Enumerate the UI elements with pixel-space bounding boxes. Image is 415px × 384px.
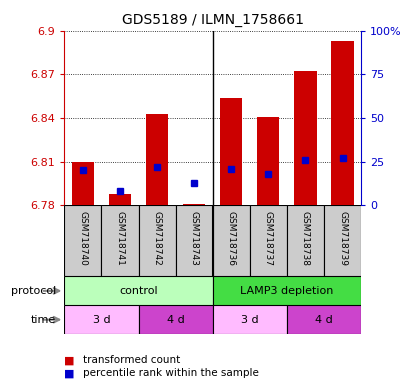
Bar [213,205,250,276]
Text: LAMP3 depletion: LAMP3 depletion [240,286,334,296]
Text: GSM718740: GSM718740 [78,211,88,266]
Text: time: time [31,314,56,325]
Bar [213,305,287,334]
Bar [109,194,131,205]
Text: control: control [119,286,158,296]
Text: 4 d: 4 d [315,314,333,325]
Text: 3 d: 3 d [93,314,110,325]
Bar [213,276,361,305]
Bar [72,162,94,205]
Bar [64,305,139,334]
Text: 3 d: 3 d [241,314,259,325]
Text: GSM718737: GSM718737 [264,211,273,266]
Bar [146,114,168,205]
Text: transformed count: transformed count [83,355,180,365]
Text: GSM718738: GSM718738 [301,211,310,266]
Bar [294,71,317,205]
Title: GDS5189 / ILMN_1758661: GDS5189 / ILMN_1758661 [122,13,304,27]
Bar [332,41,354,205]
Bar [324,205,361,276]
Text: 4 d: 4 d [167,314,185,325]
Text: GSM718741: GSM718741 [115,211,124,266]
Bar [257,117,279,205]
Bar [139,305,213,334]
Text: percentile rank within the sample: percentile rank within the sample [83,368,259,378]
Bar [287,205,324,276]
Text: GSM718736: GSM718736 [227,211,236,266]
Bar [250,205,287,276]
Bar [176,205,213,276]
Text: GSM718739: GSM718739 [338,211,347,266]
Bar [139,205,176,276]
Bar [64,276,213,305]
Text: protocol: protocol [11,286,56,296]
Bar [287,305,361,334]
Bar [101,205,139,276]
Bar [220,98,242,205]
Text: ■: ■ [64,355,75,365]
Text: ■: ■ [64,368,75,378]
Text: GSM718742: GSM718742 [153,211,161,266]
Text: GSM718743: GSM718743 [190,211,199,266]
Bar [183,204,205,205]
Bar [64,205,101,276]
